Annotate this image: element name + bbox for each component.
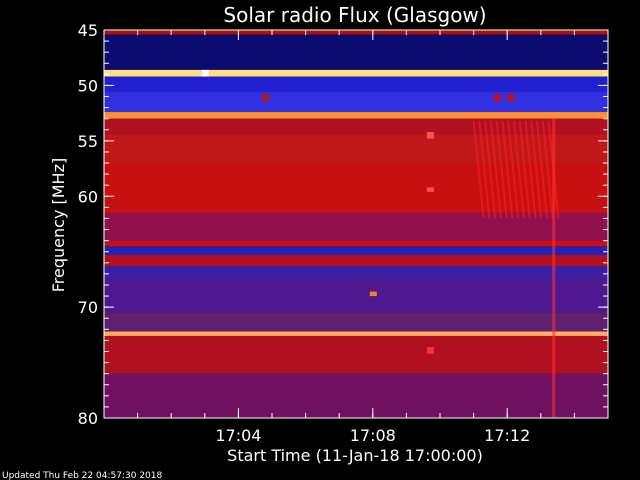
- frequency-band-14: [104, 279, 608, 313]
- burst-streak-2: [484, 120, 497, 219]
- burst-streak-12: [541, 120, 554, 219]
- spectral-feature-0: [201, 69, 209, 77]
- plot-area: [103, 29, 609, 419]
- frequency-band-6: [104, 118, 608, 135]
- spectral-feature-1: [262, 94, 270, 101]
- burst-streak-1: [478, 120, 491, 219]
- spectral-feature-5: [426, 131, 434, 139]
- frequency-band-4: [104, 92, 608, 113]
- burst-streak-3: [489, 120, 502, 219]
- frequency-band-13: [104, 266, 608, 280]
- burst-streak-11: [535, 120, 548, 219]
- chart-title: Solar radio Flux (Glasgow): [223, 3, 486, 27]
- x-tick-label: 17:12: [484, 426, 530, 445]
- updated-footer: Updated Thu Feb 22 04:57:30 2018: [2, 471, 163, 480]
- spectral-feature-6: [426, 187, 434, 192]
- x-tick-label: 17:04: [215, 426, 261, 445]
- y-axis-label: Frequency [MHz]: [49, 158, 68, 292]
- frequency-band-15: [104, 312, 608, 332]
- frequency-band-1: [104, 34, 608, 70]
- burst-streak-8: [518, 120, 531, 219]
- frequency-band-5: [104, 112, 608, 119]
- y-axis: 45 50 55 60 70 80: [78, 21, 608, 428]
- burst-streak-6: [507, 120, 520, 219]
- x-axis: 17:04 17:08 17:12: [137, 30, 575, 445]
- frequency-band-9: [104, 212, 608, 241]
- frequency-band-2: [104, 69, 608, 77]
- burst-streak-0: [472, 120, 485, 219]
- burst-streak-7: [512, 120, 525, 219]
- spectral-feature-4: [369, 291, 377, 297]
- burst-streak-9: [524, 120, 537, 219]
- plot-frame: [103, 29, 609, 419]
- spectral-feature-7: [426, 347, 434, 354]
- frequency-band-3: [104, 76, 608, 93]
- spectral-feature-3: [507, 94, 515, 101]
- frequency-band-10: [104, 240, 608, 247]
- y-tick-label: 80: [78, 409, 98, 428]
- y-tick-label: 45: [78, 21, 98, 40]
- frequency-band-17: [104, 335, 608, 374]
- frequency-band-12: [104, 255, 608, 267]
- burst-streak-5: [501, 120, 514, 219]
- x-axis-label: Start Time (11-Jan-18 17:00:00): [227, 446, 483, 465]
- burst-streak-4: [495, 120, 508, 219]
- y-tick-label: 50: [78, 76, 98, 95]
- spectral-feature-2: [494, 94, 502, 101]
- frequency-band-0: [104, 30, 608, 35]
- frequency-band-11: [104, 246, 608, 256]
- burst-streak-10: [530, 120, 543, 219]
- burst-edge: [552, 118, 556, 418]
- frequency-band-16: [104, 331, 608, 336]
- frequency-band-18: [104, 373, 608, 418]
- y-tick-label: 60: [78, 187, 98, 206]
- y-tick-label: 55: [78, 132, 98, 151]
- y-tick-label: 70: [78, 298, 98, 317]
- x-tick-label: 17:08: [350, 426, 396, 445]
